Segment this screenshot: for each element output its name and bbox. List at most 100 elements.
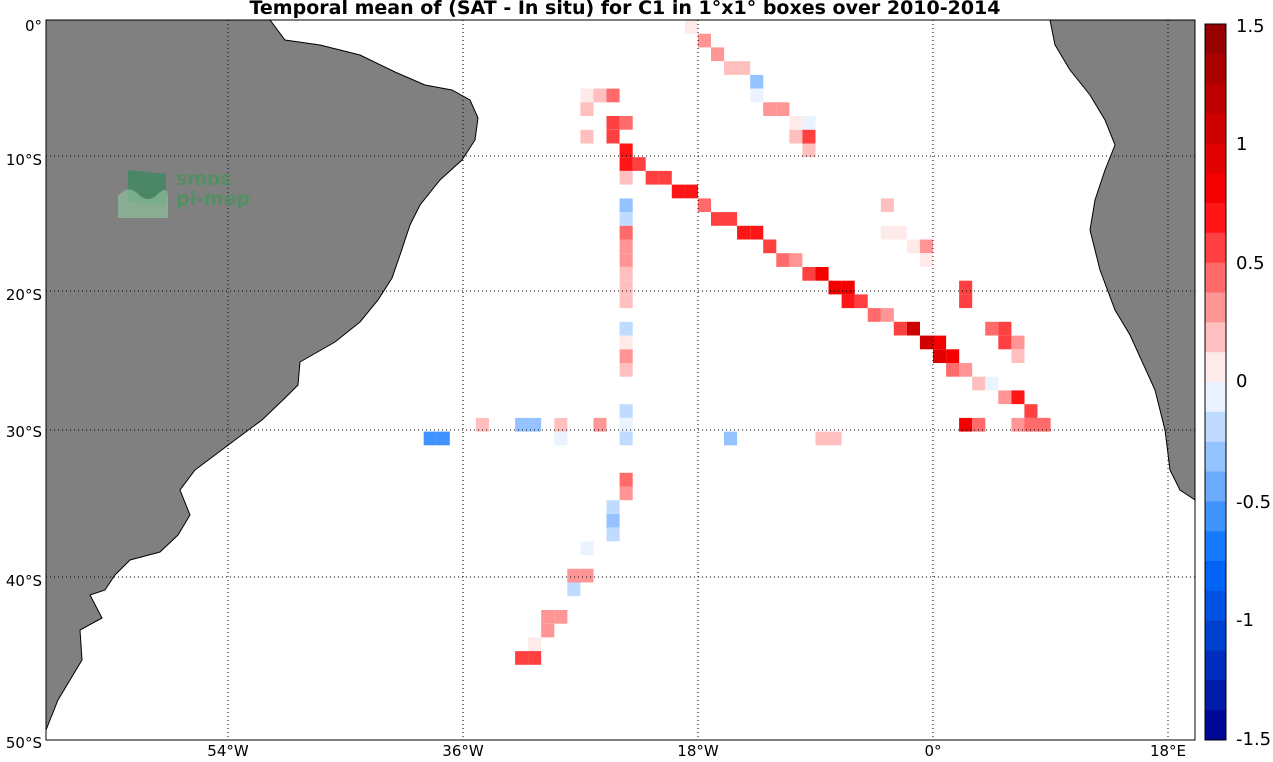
smos-pimep-logo: smos pi-mep [116,166,256,222]
lon-label-36w: 36°W [442,742,484,760]
data-cell [423,431,437,446]
data-cell [763,239,777,254]
data-cell [802,129,816,144]
data-cell [619,225,633,240]
colorbar-swatch [1205,531,1226,562]
data-cell [776,102,790,116]
data-cell [593,88,607,103]
data-cell [619,116,633,130]
colorbar-swatch [1205,83,1226,114]
data-cell [606,129,620,144]
data-cell [959,417,973,432]
data-cell [867,308,881,322]
data-cell [684,20,698,34]
colorbar-swatch [1205,501,1226,532]
data-cell [802,116,816,130]
data-cell [959,294,973,309]
data-cell [619,212,633,226]
map-frame [45,19,1196,741]
colorbar-swatch [1205,292,1226,323]
data-cell [972,417,986,432]
data-cell [828,280,842,295]
data-cell [789,116,803,130]
colorbar-swatch [1205,143,1226,174]
data-cell [789,129,803,144]
data-cell [580,541,594,556]
data-cell [946,349,960,363]
data-cell [580,102,594,116]
data-cell [1011,417,1025,432]
lon-label-54w: 54°W [207,742,249,760]
data-cell [554,610,568,624]
data-cell [724,212,738,226]
data-cell [580,568,594,583]
data-cell [933,335,947,350]
colorbar-swatch [1205,232,1226,264]
data-cell [985,321,999,336]
data-cell [893,225,907,240]
colorbar-swatch [1205,24,1226,55]
data-cell [750,225,764,240]
lat-label-50s: 50°S [5,734,42,752]
data-cell [606,500,620,514]
data-cell [828,431,842,446]
colorbar-swatch [1205,471,1226,502]
data-cell [619,363,633,377]
lat-label-40s: 40°S [5,572,42,590]
data-cell [619,486,633,501]
data-cell [619,239,633,254]
data-cell [972,376,986,391]
data-cell [724,61,738,75]
data-cell [619,143,633,158]
data-cell [919,239,933,254]
logo-line1: smos [176,168,232,190]
data-cell [711,212,725,226]
data-cell [998,390,1012,405]
colorbar-swatch [1205,382,1226,413]
data-cell [567,582,581,597]
data-cell [645,170,659,185]
data-cell [906,239,920,254]
data-cell [528,637,542,652]
lat-label-20s: 20°S [5,286,42,304]
data-cell [619,417,633,432]
colorbar-swatch [1205,441,1226,472]
colorbar-tick-neg-1: -1 [1236,610,1254,631]
data-cell [1024,404,1038,418]
data-cell [959,280,973,295]
data-cell [619,404,633,418]
data-cell [619,267,633,281]
map-title: Temporal mean of (SAT - In situ) for C1 … [249,0,1001,19]
colorbar-swatch [1205,322,1226,353]
data-cell [606,513,620,528]
data-cell [750,74,764,89]
colorbar-swatch [1205,113,1226,144]
colorbar-swatch [1205,680,1226,711]
colorbar-frame [1204,23,1227,741]
data-cell [893,321,907,336]
colorbar-swatch [1205,203,1226,234]
lat-label-0: 0° [24,17,42,35]
data-cell [619,472,633,487]
colorbar-swatch [1205,262,1226,293]
data-cell [880,308,894,322]
data-cell [580,129,594,144]
data-cell [789,253,803,267]
data-cell [737,61,751,75]
logo-wave-icon [118,170,168,218]
data-cell [436,431,450,446]
data-cell [1024,417,1038,432]
data-cell [619,294,633,309]
colorbar-tick-0-5: 0.5 [1236,253,1265,274]
data-cell [475,417,489,432]
data-cell [880,198,894,213]
data-cell [619,157,633,171]
data-cell [933,349,947,363]
africa-land [1049,19,1196,501]
data-cell [554,431,568,446]
data-cell [671,184,685,199]
data-cell [1037,417,1051,432]
data-cell [841,294,855,309]
colorbar-swatch [1205,411,1226,443]
data-cell [593,417,607,432]
